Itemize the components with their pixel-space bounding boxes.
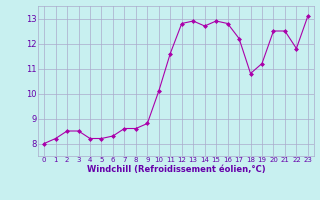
X-axis label: Windchill (Refroidissement éolien,°C): Windchill (Refroidissement éolien,°C) <box>87 165 265 174</box>
